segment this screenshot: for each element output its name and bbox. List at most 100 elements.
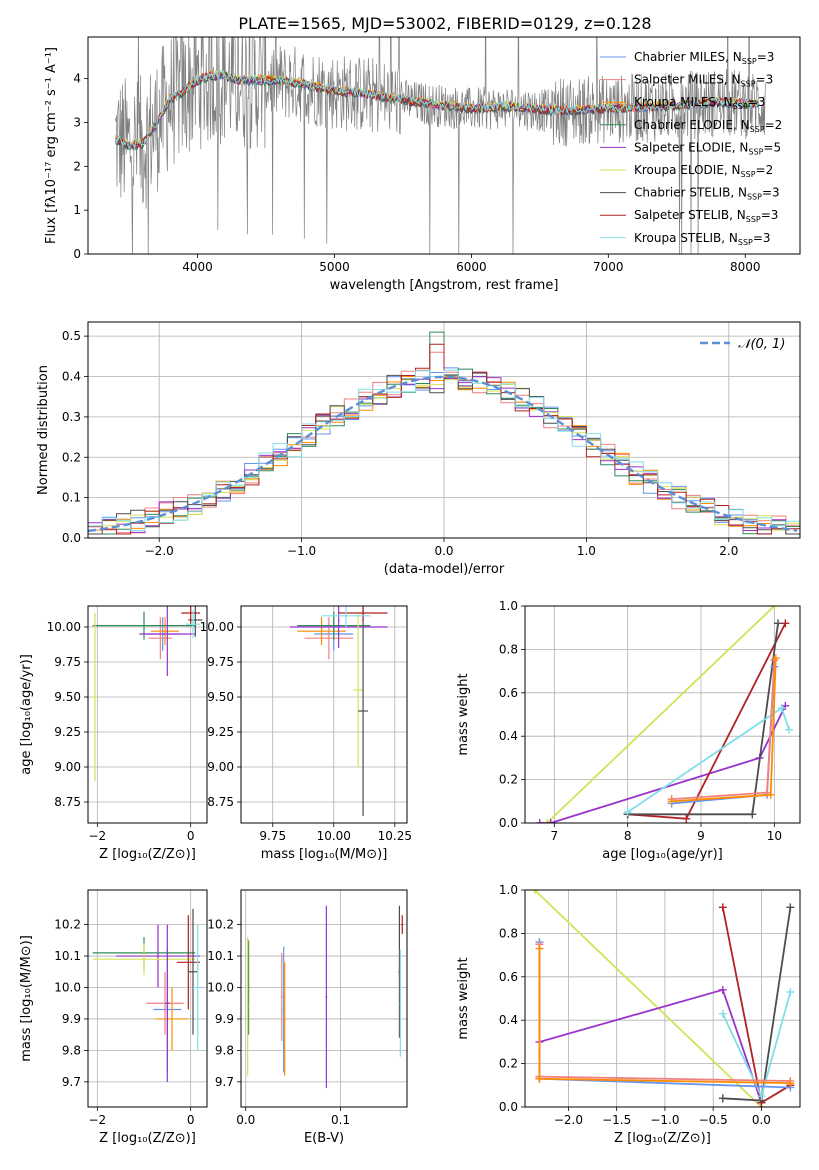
- y-tick-label: 0.3: [62, 410, 81, 424]
- y-tick-label: 8.75: [54, 795, 81, 809]
- legend-label: Chabrier ELODIE, NSSP=2: [634, 118, 782, 134]
- y-tick-label: 0.6: [499, 686, 518, 700]
- y-tick-label: 10.0: [54, 980, 81, 994]
- legend-label: 𝒩(0, 1): [738, 337, 785, 352]
- x-tick-label: 5000: [319, 260, 350, 274]
- x-axis-label: (data-model)/error: [384, 562, 505, 577]
- x-tick-label: 0.0: [236, 1113, 255, 1127]
- y-tick-label: 4: [73, 72, 81, 86]
- weight-marker: [774, 619, 782, 628]
- y-tick-label: 9.00: [207, 760, 234, 774]
- x-tick-label: 0.1: [331, 1113, 350, 1127]
- axes-frame: [524, 605, 801, 824]
- weight-line-salpeter-stelib: [721, 907, 791, 1105]
- axes-frame: [240, 605, 408, 824]
- legend-label: Kroupa MILES, NSSP=3: [634, 95, 765, 111]
- y-tick-label: 10.00: [200, 620, 234, 634]
- y-axis-label: mass weight: [456, 957, 471, 1039]
- y-tick-label: 10.0: [207, 980, 234, 994]
- ebv_mass-axes: 0.0 0.1 9.7 9.8 9.9 10.0 10.1 10.2 E(B-V): [207, 889, 408, 1146]
- model-spectrum-kroupa-stelib: [114, 69, 760, 150]
- y-tick-label: 0.4: [499, 1013, 518, 1027]
- axes-frame: [524, 889, 801, 1108]
- y-tick-label: 9.9: [62, 1012, 81, 1026]
- y-tick-label: 10.2: [207, 918, 234, 932]
- residuals-axes: −2.0 −1.0 0.0 1.0 2.0 0.0 0.1 0.2 0.3 0.4 0.5 (data…: [36, 321, 801, 577]
- y-tick-label: 9.7: [215, 1075, 234, 1089]
- y-tick-label: 10.1: [54, 949, 81, 963]
- y-tick-label: 9.75: [54, 655, 81, 669]
- x-tick-label: 8000: [730, 260, 761, 274]
- x-axis-label: age [log₁₀(age/yr)]: [602, 847, 723, 862]
- normal-curve: [88, 375, 798, 533]
- x-tick-label: 4000: [182, 260, 213, 274]
- weight-marker: [535, 1074, 544, 1083]
- legend-label: Chabrier STELIB, NSSP=3: [634, 186, 780, 202]
- y-tick-label: 9.8: [215, 1043, 234, 1057]
- weight-marker: [718, 985, 727, 994]
- y-tick-label: 9.50: [207, 690, 234, 704]
- x-tick-label: 0: [187, 1113, 195, 1127]
- weight-line-salpeter-miles: [671, 660, 776, 800]
- x-tick-label: 8: [624, 829, 632, 843]
- axes-frame: [87, 36, 801, 255]
- y-tick-label: 9.9: [215, 1012, 234, 1026]
- x-tick-label: −1.0: [650, 1113, 679, 1127]
- axes-frame: [87, 889, 208, 1108]
- y-tick-label: 9.50: [54, 690, 81, 704]
- y-tick-label: 9.75: [207, 655, 234, 669]
- x-tick-label: 9.75: [259, 829, 286, 843]
- y-axis-label: age [log₁₀(age/yr)]: [19, 654, 34, 775]
- x-axis-label: E(B-V): [304, 1131, 344, 1146]
- y-axis-label: Flux [fλ10⁻¹⁷ erg cm⁻² s⁻¹ A⁻¹]: [44, 47, 59, 244]
- weight-line-chabrier-miles: [671, 666, 776, 805]
- residuals-plot-area: [88, 331, 800, 535]
- weight_z-plot-area: [530, 890, 795, 1107]
- y-axis-label: mass [log₁₀(M/M⊙)]: [19, 935, 34, 1062]
- weight-line-kroupa-elodie: [546, 606, 775, 823]
- y-tick-label: 9.25: [54, 725, 81, 739]
- y-tick-label: 10.00: [47, 620, 81, 634]
- y-axis-label: mass weight: [456, 673, 471, 755]
- mass_age-axes: 9.75 10.00 10.25 8.75 9.00 9.25 9.50 9.75 10.00 m…: [200, 605, 412, 862]
- weight-marker: [623, 808, 632, 817]
- x-tick-label: −0.5: [699, 1113, 728, 1127]
- weight-marker: [757, 1092, 766, 1101]
- weight-marker: [718, 903, 727, 912]
- x-tick-label: 1.0: [577, 544, 596, 558]
- x-tick-label: −2.0: [554, 1113, 583, 1127]
- x-axis-label: mass [log₁₀(M/M⊙)]: [261, 847, 388, 862]
- x-axis-label: Z [log₁₀(Z/Z⊙)]: [99, 1131, 196, 1146]
- x-tick-label: 0.0: [752, 1113, 771, 1127]
- y-tick-label: 0.6: [499, 970, 518, 984]
- y-tick-label: 0: [73, 247, 81, 261]
- legend-label: Salpeter ELODIE, NSSP=5: [634, 140, 781, 156]
- x-tick-label: −2.0: [145, 544, 174, 558]
- y-tick-label: 0.4: [499, 729, 518, 743]
- y-tick-label: 10.1: [207, 949, 234, 963]
- x-tick-label: 9: [697, 829, 705, 843]
- weight_age-axes: 7 8 9 10 0.0 0.2 0.4 0.6 0.8 1.0 age [log₁₀(age/yr…: [456, 599, 801, 862]
- legend-label: Salpeter STELIB, NSSP=3: [634, 208, 778, 224]
- weight_age-plot-area: [535, 606, 793, 823]
- x-tick-label: 7: [551, 829, 559, 843]
- y-tick-label: 0.2: [62, 450, 81, 464]
- legend-label: Chabrier MILES, NSSP=3: [634, 50, 774, 66]
- weight-marker: [771, 654, 780, 663]
- y-tick-label: 0.5: [62, 329, 81, 343]
- spectrum-axes: 4000 5000 6000 7000 8000 0 1 2 3 4 wavelength [Ang…: [44, 36, 801, 293]
- axes-frame: [240, 889, 408, 1108]
- y-tick-label: 9.00: [54, 760, 81, 774]
- histogram-kroupa-stelib: [88, 369, 800, 531]
- weight-marker: [667, 797, 676, 806]
- z_age-plot-area: [92, 606, 203, 781]
- weight-marker: [786, 987, 795, 996]
- y-tick-label: 0.0: [62, 531, 81, 545]
- axes-frame: [87, 605, 208, 824]
- y-tick-label: 0.2: [499, 1057, 518, 1071]
- x-tick-label: 10: [767, 829, 782, 843]
- weight-marker: [748, 810, 757, 819]
- weight-marker: [786, 1079, 795, 1088]
- y-tick-label: 0.0: [499, 1100, 518, 1114]
- spectrum-legend: Chabrier MILES, NSSP=3 Salpeter MILES, NS…: [600, 50, 782, 247]
